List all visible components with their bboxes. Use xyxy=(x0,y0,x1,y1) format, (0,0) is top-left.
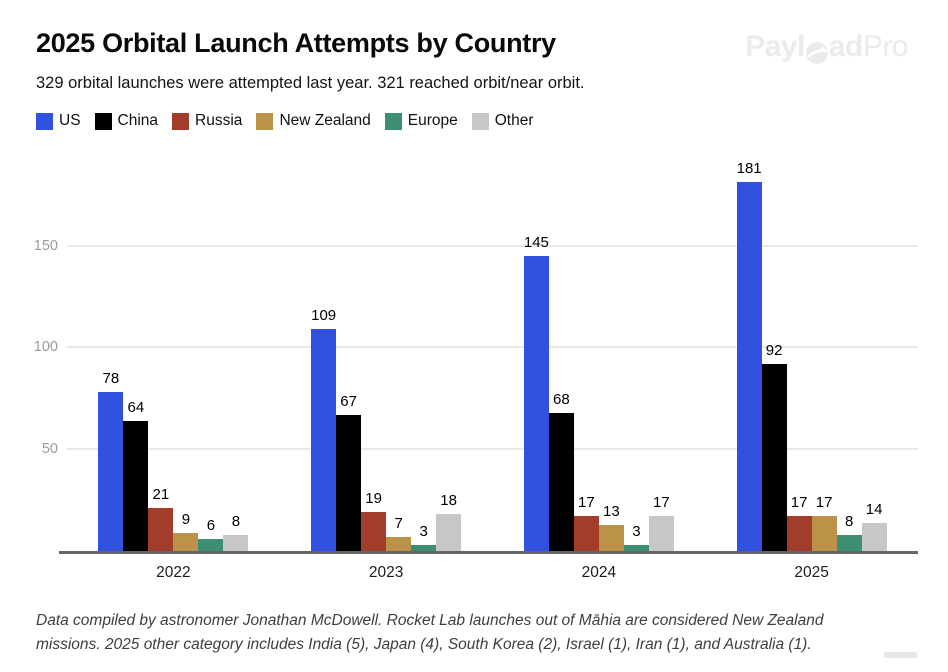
gridline-50 xyxy=(67,448,918,451)
bar-europe-2025: 8 xyxy=(836,513,862,551)
bar-new-zealand-2023: 7 xyxy=(386,515,412,551)
legend-item-us: US xyxy=(36,112,81,130)
bar-value-new-zealand-2025: 17 xyxy=(815,494,833,512)
bar-us-2024: 145 xyxy=(524,234,549,551)
bar-russia-2025: 17 xyxy=(786,495,812,551)
bar-group-2022: 78 64 21 9 6 8 xyxy=(67,158,280,551)
bar-europe-2023: 3 xyxy=(411,523,437,551)
bar-value-us-2023: 109 xyxy=(311,307,337,325)
bar-value-other-2023: 18 xyxy=(440,492,457,510)
x-axis-labels: 2022 2023 2024 2025 xyxy=(67,551,918,582)
bar-value-russia-2022: 21 xyxy=(152,486,170,504)
legend-item-europe: Europe xyxy=(384,112,458,130)
x-axis-label-2023: 2023 xyxy=(368,564,404,581)
legend-item-new-zealand: New Zealand xyxy=(256,112,371,130)
bar-value-new-zealand-2024: 13 xyxy=(603,502,620,520)
bar-group-2025: 181 92 17 17 8 14 xyxy=(705,158,918,551)
bar-group-2024: 145 68 17 13 3 17 xyxy=(493,158,706,551)
legend-swatch-other xyxy=(471,112,489,130)
y-tick-label-50: 50 xyxy=(41,441,58,458)
bar-russia-2024: 17 xyxy=(573,495,599,551)
source-note-line-1: Data compiled by astronomer Jonathan McD… xyxy=(36,612,824,629)
bar-value-europe-2023: 3 xyxy=(419,522,428,540)
page-title: 2025 Orbital Launch Attempts by Country xyxy=(36,28,556,58)
bar-value-russia-2024: 17 xyxy=(578,494,595,512)
bar-new-zealand-2022: 9 xyxy=(173,511,199,551)
bar-value-russia-2023: 19 xyxy=(365,490,382,508)
bar-group-2023: 109 67 19 7 3 18 xyxy=(280,158,493,551)
chart-subtitle: 329 orbital launches were attempted last… xyxy=(36,74,585,92)
legend-label-us: US xyxy=(59,112,81,129)
bar-value-russia-2025: 17 xyxy=(790,494,808,512)
legend-label-europe: Europe xyxy=(407,112,458,129)
logo-text-prefix: Payl xyxy=(745,30,805,63)
plot-area: 78 64 21 9 6 8 109 67 19 7 3 18 145 68 17 13 3 17 181 92 17 1… xyxy=(59,158,918,554)
bar-value-other-2024: 17 xyxy=(653,494,670,512)
bar-europe-2022: 6 xyxy=(198,517,224,551)
bar-other-2025: 14 xyxy=(861,501,887,551)
legend-label-russia: Russia xyxy=(195,112,243,129)
legend-label-new-zealand: New Zealand xyxy=(279,112,371,129)
bar-other-2024: 17 xyxy=(648,495,674,551)
chart-legend: US China Russia New Zealand Europe Other xyxy=(36,112,908,130)
logo-text-suffix: ad xyxy=(828,30,864,63)
globe-icon xyxy=(805,38,828,64)
bar-value-china-2024: 68 xyxy=(553,390,570,408)
bar-groups: 78 64 21 9 6 8 109 67 19 7 3 18 145 68 17 13 3 17 181 92 17 1… xyxy=(67,158,918,551)
source-note: Data compiled by astronomer Jonathan McD… xyxy=(36,609,908,657)
bar-europe-2024: 3 xyxy=(623,523,649,551)
x-axis-label-2025: 2025 xyxy=(794,564,829,581)
bar-value-europe-2022: 6 xyxy=(206,516,216,534)
y-tick-label-100: 100 xyxy=(33,339,58,356)
bar-us-2022: 78 xyxy=(98,371,124,551)
x-axis-line xyxy=(59,551,918,554)
bar-china-2024: 68 xyxy=(548,391,574,551)
bar-value-china-2022: 64 xyxy=(127,398,145,416)
bar-russia-2022: 21 xyxy=(148,487,174,551)
bar-value-china-2025: 92 xyxy=(765,341,783,359)
legend-swatch-china xyxy=(94,112,112,130)
source-note-line-2: missions. 2025 other category includes I… xyxy=(36,636,812,654)
legend-item-china: China xyxy=(94,112,159,130)
legend-swatch-russia xyxy=(172,112,190,130)
bar-value-china-2023: 67 xyxy=(340,392,357,410)
bar-us-2023: 109 xyxy=(311,308,336,551)
bar-new-zealand-2025: 17 xyxy=(811,495,837,551)
bar-other-2022: 8 xyxy=(223,513,249,551)
legend-label-china: China xyxy=(117,112,159,129)
bar-us-2025: 181 xyxy=(737,161,762,551)
y-tick-label-150: 150 xyxy=(33,237,58,254)
bar-value-europe-2024: 3 xyxy=(632,522,641,540)
payloadpro-logo: Payl ad Pro xyxy=(745,30,909,64)
legend-swatch-europe xyxy=(384,112,402,130)
bar-value-other-2022: 8 xyxy=(231,512,241,530)
bar-value-new-zealand-2023: 7 xyxy=(394,514,403,532)
bar-new-zealand-2024: 13 xyxy=(598,503,624,551)
bar-china-2022: 64 xyxy=(123,399,149,551)
bar-china-2025: 92 xyxy=(761,342,787,551)
x-axis-label-2022: 2022 xyxy=(156,564,191,581)
bar-value-us-2022: 78 xyxy=(102,370,120,388)
gridline-150 xyxy=(67,244,918,247)
bar-china-2023: 67 xyxy=(336,393,362,551)
bar-value-us-2024: 145 xyxy=(523,233,549,251)
bar-value-new-zealand-2022: 9 xyxy=(181,510,191,528)
gridline-100 xyxy=(67,346,918,349)
bar-chart: 78 64 21 9 6 8 109 67 19 7 3 18 145 68 17 13 3 17 181 92 17 1… xyxy=(0,158,948,582)
legend-item-russia: Russia xyxy=(172,112,242,130)
bar-value-europe-2025: 8 xyxy=(844,512,854,530)
bar-value-other-2025: 14 xyxy=(865,500,883,518)
legend-swatch-us xyxy=(36,112,53,130)
bar-russia-2023: 19 xyxy=(361,491,387,551)
legend-swatch-new-zealand xyxy=(256,112,274,130)
legend-item-other: Other xyxy=(471,112,534,130)
logo-text-pro: Pro xyxy=(862,30,909,63)
bar-value-us-2025: 181 xyxy=(736,160,762,178)
scrollbar-handle[interactable] xyxy=(884,652,917,658)
x-axis-label-2024: 2024 xyxy=(581,564,617,581)
bar-other-2023: 18 xyxy=(436,493,462,551)
legend-label-other: Other xyxy=(494,112,534,129)
